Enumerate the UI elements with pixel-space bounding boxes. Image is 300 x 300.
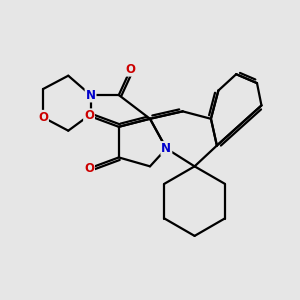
Text: O: O bbox=[38, 111, 48, 124]
Text: O: O bbox=[84, 162, 94, 175]
Text: N: N bbox=[85, 88, 96, 101]
Text: O: O bbox=[84, 109, 94, 122]
Text: O: O bbox=[126, 63, 136, 76]
Text: N: N bbox=[161, 142, 171, 155]
